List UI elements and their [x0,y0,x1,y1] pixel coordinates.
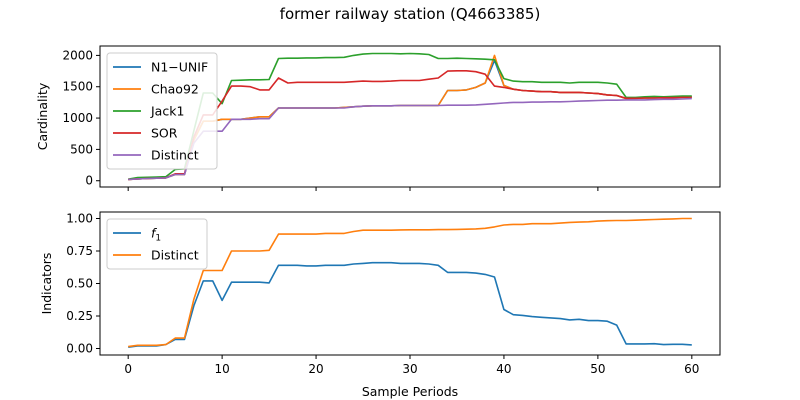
legend-entry: N1−UNIF [151,60,208,75]
series-line-2-1 [128,261,692,348]
series-line-2-2 [128,217,692,348]
x-tick-label: 20 [308,362,323,376]
x-tick-label: 30 [402,362,417,376]
chart-title: former railway station (Q4663385) [280,5,541,23]
legend-entry: f1 [151,226,161,244]
x-axis-label: Sample Periods [362,384,458,399]
panel-1: 0 500 1000 1500 2000 Cardinality N1−UNIF Chao92… [35,45,721,191]
legend-entry: Chao92 [151,82,199,97]
y-axis-label: Cardinality [35,82,50,150]
y-tick-label: 1500 [62,80,93,94]
series-line-1-3 [128,52,692,180]
y-axis-label: Indicators [39,253,54,315]
legend-entry: SOR [151,126,178,141]
legend-entry: Jack1 [150,104,184,119]
x-tick-label: 10 [214,362,229,376]
y-tick-label: 500 [70,142,93,156]
y-tick-label: 1.00 [66,212,93,226]
y-tick-label: 0.00 [66,342,93,356]
series-line-1-5 [128,97,692,181]
legend-entry: Distinct [151,248,199,263]
x-tick-label: 40 [496,362,511,376]
legend [106,52,218,170]
panel-2: 0 10 20 30 40 50 60 0.00 0.25 0.50 0.75 1.00 Indicat… [39,211,721,399]
x-tick-label: 0 [124,362,132,376]
y-tick-label: 0.25 [66,309,93,323]
y-tick-label: 0 [85,174,93,188]
legend-entry: Distinct [151,148,199,163]
x-tick-label: 60 [684,362,699,376]
y-tick-label: 2000 [62,48,93,62]
series-line-1-4 [128,70,692,181]
legend [106,218,208,270]
y-tick-label: 0.50 [66,277,93,291]
y-tick-label: 1000 [62,111,93,125]
x-tick-label: 50 [590,362,605,376]
y-tick-label: 0.75 [66,244,93,258]
